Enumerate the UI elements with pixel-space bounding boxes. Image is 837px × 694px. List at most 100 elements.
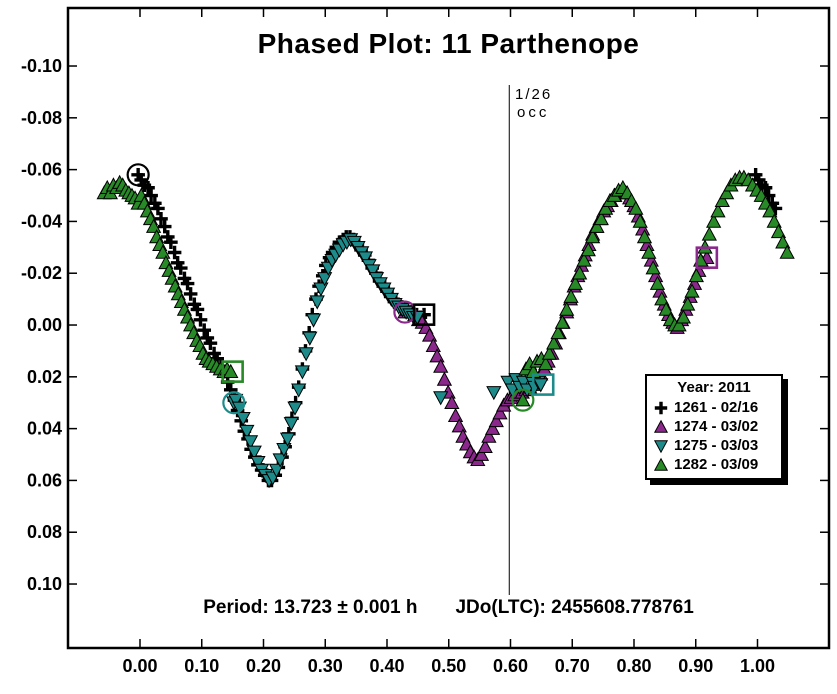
data-point [239, 424, 255, 440]
session-start-circle [222, 391, 246, 415]
data-point [279, 432, 296, 447]
series-12750303 [226, 233, 549, 489]
data-point [572, 265, 588, 280]
y-tick-label: 0.08 [27, 522, 62, 542]
data-point [541, 345, 558, 360]
data-point [488, 413, 504, 428]
y-tick-label: -0.10 [21, 56, 62, 76]
data-point [429, 348, 445, 363]
legend-triangle-up-purple-icon [653, 419, 669, 433]
data-point [197, 323, 212, 338]
legend-item: 1261 - 02/16 [651, 398, 777, 417]
data-point [538, 356, 554, 371]
y-tick-label: 0.06 [27, 470, 62, 490]
legend-triangle-up-green-icon [653, 457, 669, 471]
data-point [155, 244, 171, 259]
data-point [180, 276, 195, 291]
data-point [718, 185, 735, 200]
data-point [309, 295, 325, 310]
x-tick-label: 1.00 [740, 656, 775, 676]
data-point [762, 203, 778, 218]
plot-frame [66, 6, 831, 650]
data-point [436, 371, 453, 386]
y-tick-label: 0.02 [27, 367, 62, 387]
y-tick-label: 0.00 [27, 315, 62, 335]
x-tick-label: 0.30 [308, 656, 343, 676]
data-point [473, 446, 490, 461]
data-point [576, 252, 592, 267]
data-point [268, 463, 285, 478]
data-point [584, 229, 601, 244]
legend-item-label: 1282 - 03/09 [674, 456, 759, 473]
session-end-square [412, 303, 436, 326]
y-tick-label: -0.08 [21, 108, 62, 128]
occultation-annotation: 1/26 occ [515, 86, 552, 122]
data-point [580, 242, 596, 257]
data-point [481, 428, 497, 443]
data-point [533, 378, 549, 393]
x-tick-label: 0.40 [369, 656, 404, 676]
data-point [154, 212, 168, 226]
data-point [190, 302, 205, 317]
data-point [365, 264, 381, 279]
legend-item: 1274 - 03/02 [651, 417, 777, 436]
data-point [775, 234, 791, 249]
data-point [316, 272, 333, 287]
data-point [706, 213, 722, 228]
x-tick-label: 0.00 [122, 656, 157, 676]
data-point [173, 261, 188, 275]
period-label: Period: 13.723 ± 0.001 h [203, 597, 418, 618]
data-point [636, 229, 653, 244]
session-end-square [695, 246, 719, 269]
data-point [550, 324, 566, 340]
data-point [684, 283, 700, 298]
data-point [144, 188, 158, 203]
data-point [291, 383, 307, 398]
legend-item-label: 1275 - 03/03 [674, 437, 759, 454]
legend-header: Year: 2011 [677, 379, 751, 396]
data-point [589, 218, 605, 233]
legend-item-label: 1261 - 02/16 [674, 399, 759, 416]
data-point [272, 453, 288, 468]
session-start-circle [126, 163, 150, 187]
session-start-circle [393, 300, 417, 324]
data-point [421, 327, 438, 342]
data-point [151, 201, 165, 216]
data-point [246, 445, 262, 460]
y-tick-label: -0.04 [21, 211, 62, 231]
data-point [164, 235, 178, 249]
data-point [770, 223, 787, 239]
data-point [766, 213, 782, 228]
data-point [477, 438, 493, 454]
data-point [433, 358, 449, 373]
data-point [223, 363, 239, 378]
legend-triangle-down-teal-icon [653, 439, 669, 453]
data-point [294, 365, 311, 380]
x-tick-label: 0.20 [246, 656, 281, 676]
data-point [654, 291, 670, 306]
data-point [141, 180, 155, 195]
x-tick-label: 0.90 [678, 656, 713, 676]
data-point [486, 386, 502, 401]
data-point [658, 301, 674, 316]
data-point [675, 309, 692, 324]
data-point [305, 313, 322, 328]
data-point [250, 455, 266, 471]
jd-zero-label: JDo(LTC): 2455608.778761 [455, 597, 694, 618]
data-point [701, 226, 717, 241]
data-point [515, 392, 531, 407]
x-tick-label: 0.50 [431, 656, 466, 676]
data-point [298, 347, 314, 362]
y-tick-label: 0.10 [27, 574, 62, 594]
data-point [632, 213, 648, 228]
data-point [688, 267, 705, 283]
legend-cross-icon [654, 401, 668, 414]
data-point [193, 313, 208, 327]
data-point [183, 287, 198, 301]
y-tick-label: -0.06 [21, 160, 62, 180]
data-point [593, 210, 609, 226]
data-point [203, 336, 218, 350]
data-point [283, 417, 299, 432]
data-point [235, 411, 251, 427]
